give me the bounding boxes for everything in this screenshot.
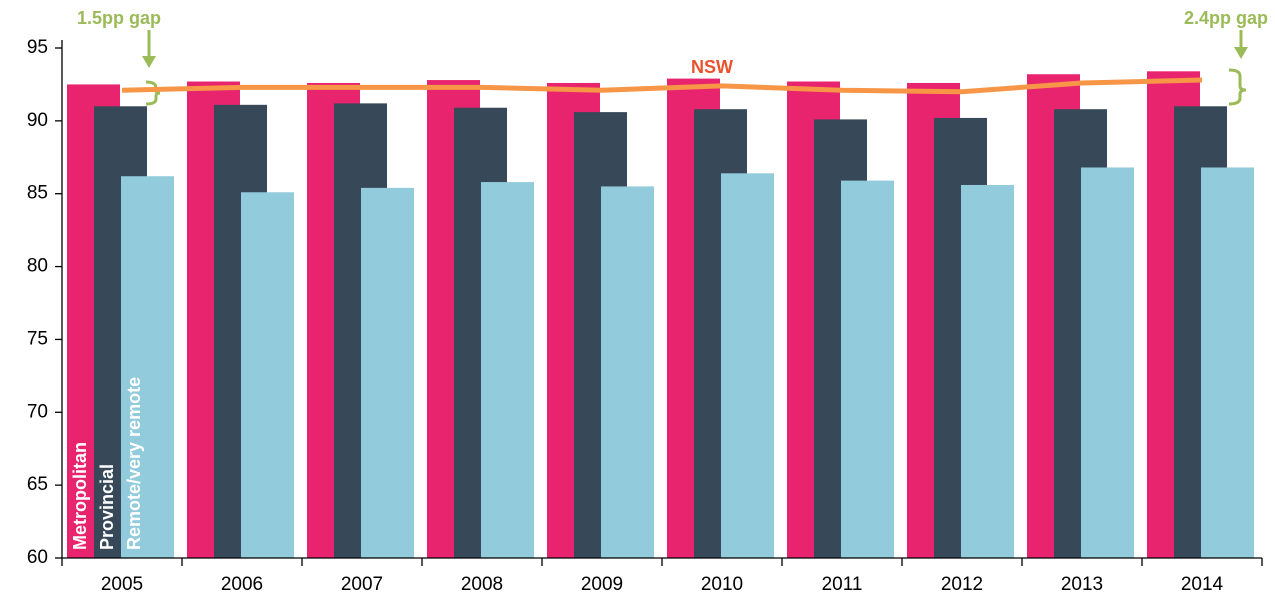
- annotation: 1.5pp gap: [77, 8, 161, 28]
- bar: [481, 182, 534, 559]
- y-tick-label: 80: [27, 256, 48, 277]
- x-tick-label: 2005: [101, 574, 143, 595]
- annotation-marks: [142, 30, 1248, 106]
- bar: [961, 184, 1014, 558]
- series-label: Metropolitan: [70, 442, 90, 550]
- y-tick-label: 75: [27, 328, 48, 349]
- bar: [241, 192, 294, 558]
- bar: [361, 187, 414, 558]
- bar: [1201, 167, 1254, 558]
- x-tick-label: 2010: [701, 574, 743, 595]
- x-tick-label: 2007: [341, 574, 383, 595]
- y-tick-label: 95: [27, 37, 48, 58]
- x-tick-label: 2008: [461, 574, 503, 595]
- bar: [1081, 167, 1134, 558]
- y-tick-label: 60: [27, 547, 48, 568]
- x-tick-label: 2006: [221, 574, 263, 595]
- line-label: NSW: [691, 57, 733, 77]
- annotation: 2.4pp gap: [1184, 8, 1268, 28]
- series-label: Provincial: [97, 464, 117, 550]
- x-tick-label: 2012: [941, 574, 983, 595]
- bar: [841, 180, 894, 558]
- bar: [721, 173, 774, 559]
- y-tick-label: 70: [27, 401, 48, 422]
- x-tick-label: 2011: [822, 574, 863, 595]
- y-tick-label: 65: [27, 474, 48, 495]
- series-label: Remote/very remote: [124, 377, 144, 550]
- line: [121, 77, 1203, 95]
- y-tick-label: 90: [27, 110, 48, 131]
- x-tick-label: 2009: [581, 574, 623, 595]
- y-tick-label: 85: [27, 183, 48, 204]
- bar: [121, 176, 174, 558]
- x-tick-label: 2014: [1181, 574, 1224, 595]
- bar: [601, 186, 654, 558]
- x-tick-label: 2013: [1061, 574, 1103, 595]
